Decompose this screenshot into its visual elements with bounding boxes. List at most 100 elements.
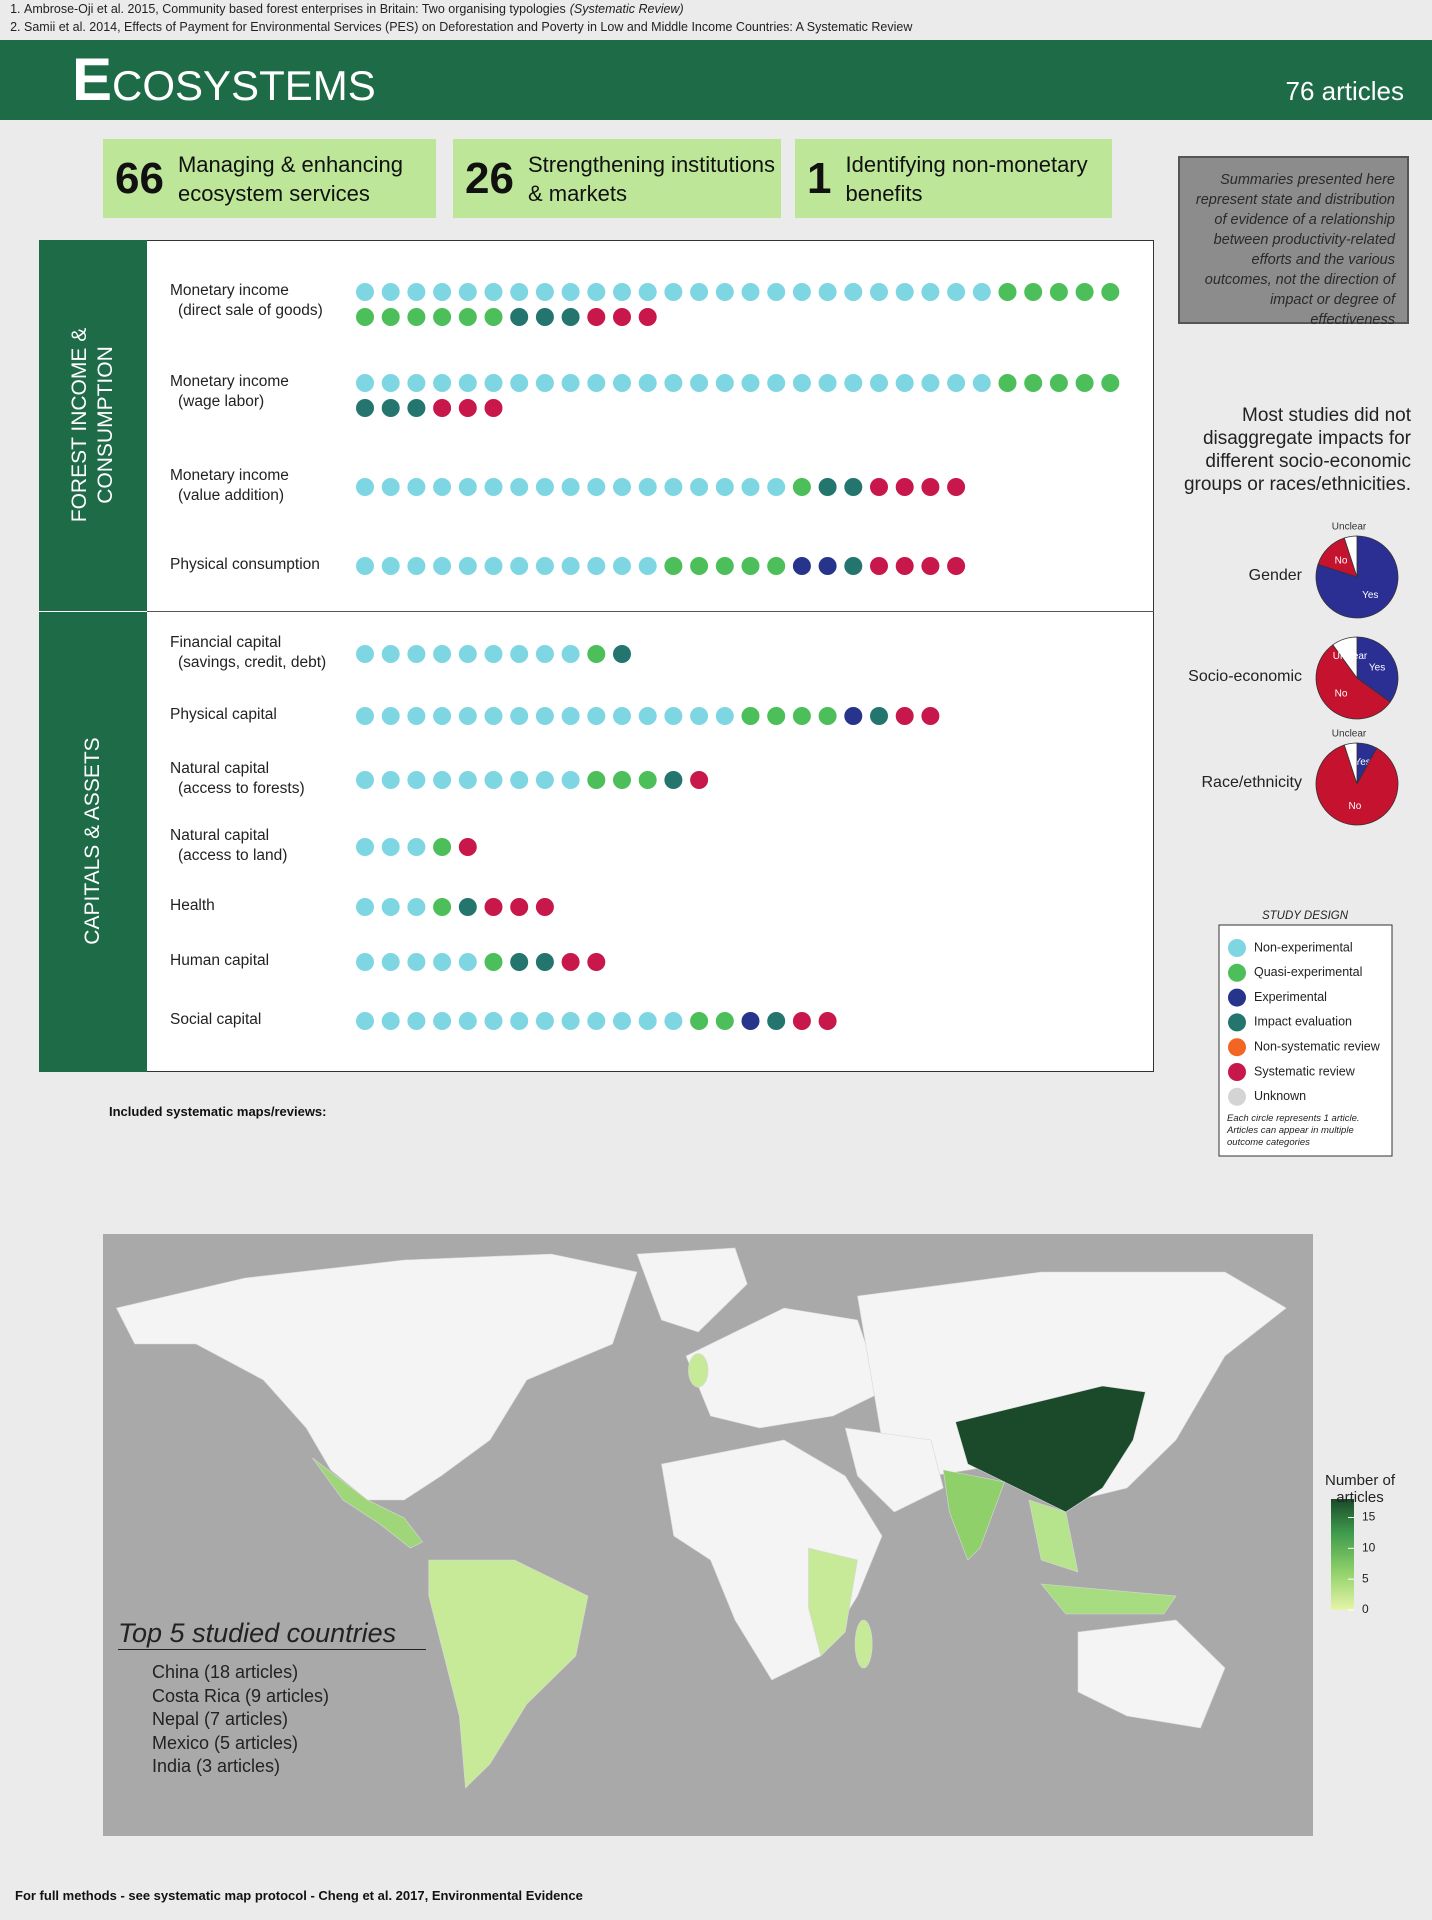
row-label: Physical consumption: [170, 556, 320, 573]
article-dot: [433, 283, 452, 301]
stat-number: 1: [807, 153, 832, 203]
article-dot: [1075, 283, 1094, 301]
pie-slice-label: Unclear: [1332, 728, 1367, 739]
article-dot: [561, 374, 580, 392]
stat-box: 1 Identifying non-monetary benefits: [795, 139, 1112, 218]
stat-label: Identifying non-monetary benefits: [845, 151, 1088, 206]
article-dot: [561, 308, 580, 326]
article-dot: [715, 374, 734, 392]
references-title: Included systematic maps/reviews:: [109, 1104, 327, 1119]
group-label: CAPITALS & ASSETS: [61, 721, 125, 961]
article-dot: [458, 478, 477, 496]
row-sublabel: (value addition): [178, 487, 284, 504]
article-dot: [381, 399, 400, 417]
article-dot: [587, 1012, 606, 1030]
article-dot: [458, 838, 477, 856]
article-dot: [844, 374, 863, 392]
article-dot: [715, 283, 734, 301]
article-dot: [613, 283, 631, 301]
top-country: Nepal (7 articles): [152, 1709, 289, 1729]
color-bar: [1331, 1499, 1354, 1610]
legend-label: Quasi-experimental: [1254, 965, 1362, 979]
legend-label: Non-systematic review: [1254, 1039, 1381, 1053]
article-dot: [535, 478, 554, 496]
reference: Ambrose-Oji et al. 2015, Community based…: [24, 0, 1024, 18]
article-dot: [381, 771, 400, 789]
article-dot: [1049, 374, 1068, 392]
article-dot: [356, 838, 374, 856]
article-dot: [690, 557, 709, 575]
article-dot: [947, 374, 966, 392]
article-dot: [381, 1012, 400, 1030]
row-sublabel: (savings, credit, debt): [178, 654, 327, 671]
row-label: Monetary income: [170, 282, 289, 299]
article-dot: [356, 374, 374, 392]
pie-slice-label: Yes: [1369, 662, 1385, 673]
legend-label: Non-experimental: [1254, 940, 1353, 954]
article-dot: [433, 838, 452, 856]
article-dot: [921, 478, 940, 496]
article-dot: [587, 283, 606, 301]
article-dot: [715, 557, 734, 575]
article-dot: [510, 898, 529, 916]
article-dot: [638, 283, 657, 301]
pie-slice: [1343, 535, 1358, 578]
article-dot: [587, 374, 606, 392]
article-dot: [458, 898, 477, 916]
reference-text: Samii et al. 2014, Effects of Payment fo…: [24, 20, 913, 35]
article-dot: [381, 557, 400, 575]
article-dot: [638, 374, 657, 392]
color-bar-tick-label: 5: [1362, 1571, 1369, 1585]
article-dot: [715, 1012, 734, 1030]
article-dot: [844, 283, 863, 301]
article-dot: [664, 374, 683, 392]
article-dot: [433, 953, 452, 971]
legend-footnote: Each circle represents 1 article. Articl…: [1227, 1113, 1360, 1148]
article-dot: [690, 374, 709, 392]
article-dot: [587, 645, 606, 663]
row-label: Natural capital: [170, 827, 270, 844]
legend-dot: [1228, 988, 1246, 1007]
legend-title: STUDY DESIGN: [1262, 910, 1349, 922]
group-label-text: FOREST INCOME & CONSUMPTION: [68, 327, 117, 523]
pie-slice: [1343, 742, 1358, 785]
article-dot: [356, 898, 374, 916]
color-bar-tick-label: 10: [1362, 1541, 1376, 1555]
article-dot: [356, 478, 374, 496]
article-dot: [381, 898, 400, 916]
row-label: Physical capital: [170, 706, 277, 723]
article-dot: [407, 308, 426, 326]
legend-dot: [1228, 1087, 1246, 1106]
stat-label: Managing & enhancing ecosystem services: [177, 151, 404, 206]
stat-label: Strengthening institutions & markets: [527, 151, 776, 206]
article-dot: [638, 707, 657, 725]
article-dot: [561, 283, 580, 301]
stat-box: 26 Strengthening institutions & markets: [453, 139, 781, 218]
article-count: 76 articles: [1285, 76, 1405, 106]
pie-slice-label: Yes: [1362, 590, 1378, 601]
article-dot: [458, 953, 477, 971]
legend-label: Impact evaluation: [1254, 1015, 1352, 1029]
group-label-text: CAPITALS & ASSETS: [81, 737, 104, 945]
article-dot: [381, 645, 400, 663]
article-dot: [715, 707, 734, 725]
article-dot: [381, 953, 400, 971]
article-dot: [1101, 374, 1120, 392]
article-dot: [510, 707, 529, 725]
article-dot: [407, 898, 426, 916]
article-dot: [895, 374, 914, 392]
article-dot: [921, 374, 940, 392]
row-label: Human capital: [170, 952, 270, 969]
article-dot: [381, 374, 400, 392]
article-dot: [741, 707, 760, 725]
article-dot: [484, 283, 503, 301]
article-dot: [792, 283, 811, 301]
pie-label: Socio-economic: [1188, 668, 1302, 685]
pie-slice-label: No: [1335, 556, 1348, 567]
article-dot: [972, 283, 991, 301]
reference: Samii et al. 2014, Effects of Payment fo…: [24, 18, 1024, 36]
map-legend-title: Number of articles: [1324, 1472, 1396, 1506]
article-dot: [510, 283, 529, 301]
article-dot: [356, 399, 374, 417]
article-dot: [638, 478, 657, 496]
